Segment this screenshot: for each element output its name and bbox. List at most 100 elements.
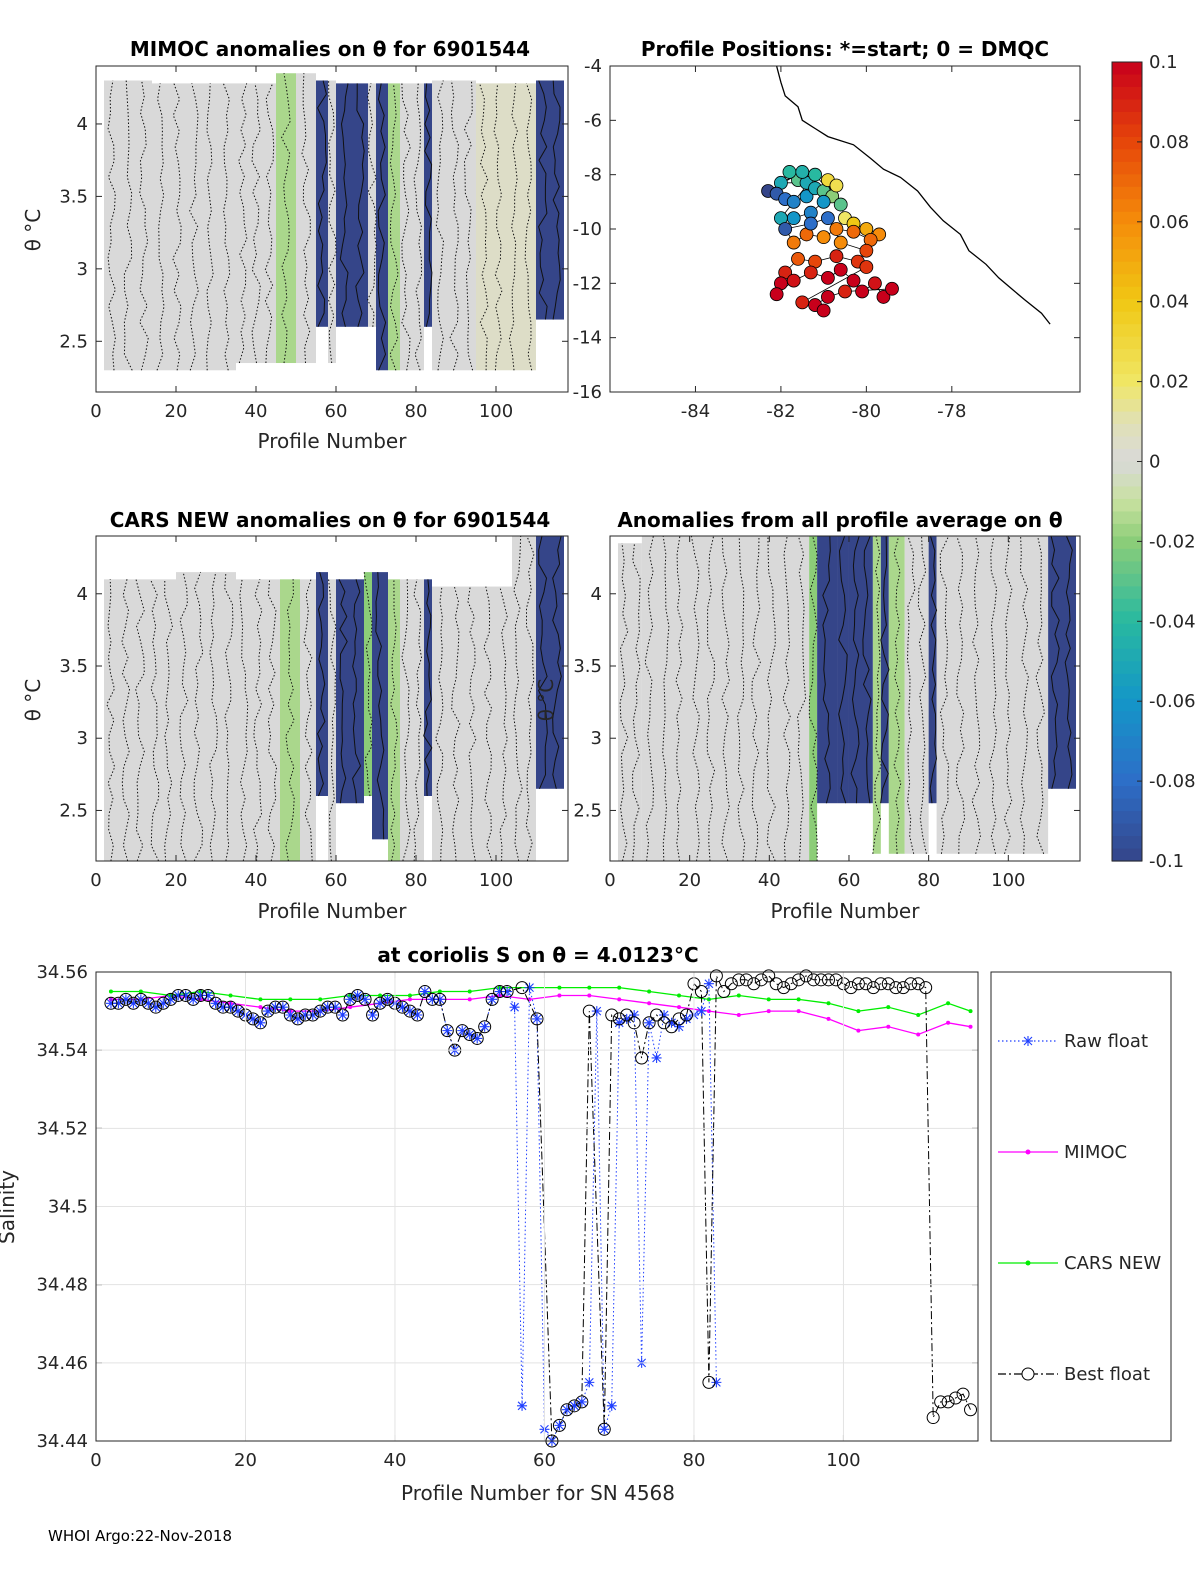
best-point xyxy=(717,985,731,999)
raw-point xyxy=(703,978,714,989)
mimoc-point xyxy=(766,1009,771,1014)
contour-line xyxy=(1050,535,1060,789)
salinity-xlabel: Profile Number for SN 4568 xyxy=(401,1481,675,1505)
colorbar-swatch xyxy=(1112,136,1142,150)
colorbar-swatch xyxy=(1112,62,1142,76)
best-point xyxy=(941,1395,955,1409)
cars-xlabel: Profile Number xyxy=(258,899,408,923)
raw-point xyxy=(352,990,363,1001)
raw-point xyxy=(502,986,513,997)
y-tick-label: 2.5 xyxy=(573,800,602,821)
best-point xyxy=(216,1000,230,1014)
contour-line xyxy=(1064,535,1073,789)
contour-line xyxy=(690,535,701,862)
cars-point xyxy=(587,985,592,990)
contour-line xyxy=(893,535,902,854)
legend-marker xyxy=(1023,1036,1033,1046)
colorbar-tick-label: 0.04 xyxy=(1149,292,1189,313)
profile-position-marker xyxy=(791,251,805,266)
colorbar-tick-label: 0.1 xyxy=(1149,52,1178,73)
best-point xyxy=(552,1418,566,1432)
y-tick-label: 3 xyxy=(77,728,88,749)
cars-point xyxy=(677,993,682,998)
raw-point xyxy=(113,998,124,1009)
anomaly-band xyxy=(809,536,818,861)
raw-point xyxy=(554,1420,565,1431)
raw-point xyxy=(225,1002,236,1013)
cars-point xyxy=(557,985,562,990)
raw-point xyxy=(330,1002,341,1013)
colorbar-swatch xyxy=(1112,561,1142,575)
cars-point xyxy=(258,997,263,1002)
contour-line xyxy=(797,535,807,862)
contour-line xyxy=(955,535,966,854)
best-point xyxy=(851,977,865,991)
cars-point xyxy=(288,997,293,1002)
best-point xyxy=(134,992,148,1006)
colorbar-swatch xyxy=(1112,161,1142,175)
raw-point xyxy=(165,994,176,1005)
x-tick-label: 100 xyxy=(991,870,1025,891)
raw-point xyxy=(367,1009,378,1020)
salinity-legend: Raw float MIMOC CARS NEW Best float xyxy=(990,971,1172,1442)
anomaly-band xyxy=(152,83,236,371)
colorbar-swatch xyxy=(1112,74,1142,88)
raw-point xyxy=(173,990,184,1001)
y-tick-label: 2.5 xyxy=(59,800,88,821)
contour-line xyxy=(929,535,938,804)
best-point xyxy=(575,1395,589,1409)
y-tick-label: -12 xyxy=(573,273,602,294)
raw-point xyxy=(651,1052,662,1063)
contour-line xyxy=(123,80,133,371)
mimoc-point xyxy=(826,1016,831,1021)
legend-label: Best float xyxy=(1064,1364,1150,1385)
best-point xyxy=(874,977,888,991)
profile-position-marker xyxy=(833,262,848,277)
contour-line xyxy=(156,83,165,371)
contour-line xyxy=(179,571,189,862)
colorbar-swatch xyxy=(1112,811,1142,825)
cars-point xyxy=(407,993,412,998)
axes-frame xyxy=(609,65,1081,393)
raw-point xyxy=(150,1002,161,1013)
cars-point xyxy=(437,989,442,994)
colorbar-swatch xyxy=(1112,498,1142,513)
mimoc-panel: 0 20 40 60 80 100 2.5 3 3.5 4 xyxy=(59,65,569,422)
best-point xyxy=(164,992,178,1006)
best-point xyxy=(463,1028,477,1042)
x-tick-label: 0 xyxy=(604,870,615,891)
cars-ylabel: θ °C xyxy=(21,679,45,722)
x-tick-label: 80 xyxy=(405,401,428,422)
colorbar-swatch xyxy=(1112,386,1142,400)
contour-line xyxy=(483,586,493,862)
best-point xyxy=(934,1395,948,1409)
contour-line xyxy=(451,586,461,862)
colorbar-swatch xyxy=(1112,711,1142,725)
contour-line xyxy=(513,535,523,862)
colorbar-swatch xyxy=(1112,548,1142,562)
best-point xyxy=(410,1008,424,1022)
best-point xyxy=(844,981,858,995)
x-tick-label: -82 xyxy=(766,401,795,422)
best-point xyxy=(896,981,910,995)
colorbar-swatch xyxy=(1112,111,1142,126)
best-point xyxy=(799,969,813,983)
raw-point xyxy=(128,998,139,1009)
raw-point xyxy=(614,1017,625,1028)
best-point xyxy=(358,992,372,1006)
best-point xyxy=(418,985,432,999)
colorbar-swatch xyxy=(1112,748,1142,762)
cars-point xyxy=(736,993,741,998)
raw-point xyxy=(210,998,221,1009)
mimoc-point xyxy=(467,997,472,1002)
profile-position-marker xyxy=(876,290,891,304)
mimoc-point xyxy=(946,1020,951,1025)
x-tick-label: 20 xyxy=(234,1450,257,1471)
x-tick-label: 40 xyxy=(384,1450,407,1471)
best-point xyxy=(627,1016,641,1030)
cars-point xyxy=(378,993,383,998)
contour-line xyxy=(209,571,218,862)
raw-point xyxy=(382,994,393,1005)
x-tick-label: -78 xyxy=(937,401,966,422)
legend-label: Raw float xyxy=(1064,1031,1148,1052)
